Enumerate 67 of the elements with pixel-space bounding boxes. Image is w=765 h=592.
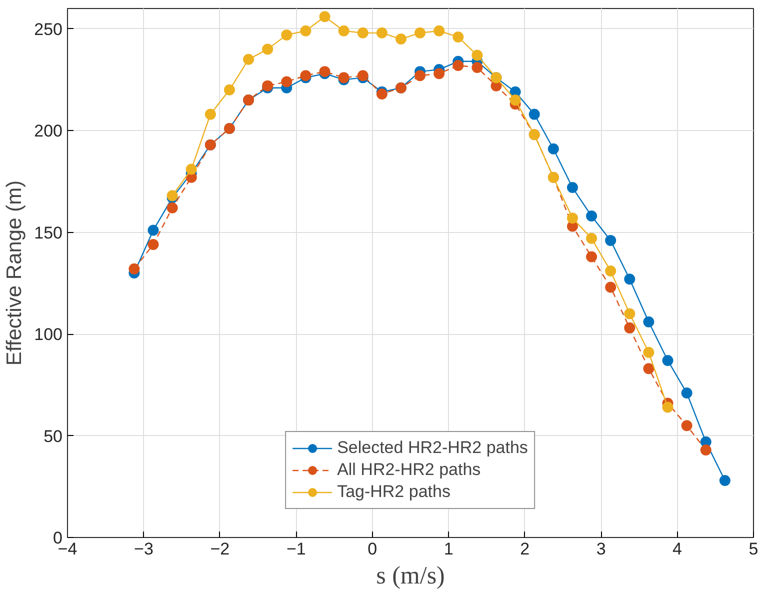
point	[281, 76, 292, 88]
y-tick-label: 100	[34, 325, 63, 344]
point	[566, 212, 578, 224]
point	[243, 54, 254, 65]
point	[224, 84, 235, 96]
x-tick-label: 4	[672, 540, 682, 558]
point	[166, 202, 178, 214]
x-tick-label: −2	[210, 540, 230, 558]
point	[281, 29, 292, 40]
x-axis-title: s (m/s)	[376, 562, 445, 590]
point	[548, 143, 559, 154]
point	[605, 282, 616, 293]
point	[586, 210, 598, 222]
legend-label: All HR2-HR2 paths	[337, 460, 481, 480]
x-tick-label: 3	[596, 540, 606, 558]
point	[700, 444, 712, 456]
point	[204, 108, 216, 120]
point	[434, 68, 445, 80]
point	[605, 265, 616, 276]
point	[357, 27, 368, 38]
point	[395, 34, 406, 45]
point	[643, 346, 654, 358]
point	[414, 27, 426, 38]
point	[414, 70, 426, 82]
x-tick-label: 2	[520, 540, 530, 558]
point	[566, 182, 578, 194]
point	[586, 251, 598, 262]
x-tick-label: 0	[368, 540, 378, 558]
point	[528, 108, 540, 120]
point	[624, 308, 636, 320]
point	[662, 355, 674, 366]
point	[662, 402, 674, 413]
y-tick-label: 200	[34, 122, 63, 141]
point	[681, 420, 692, 432]
point	[148, 239, 159, 250]
point	[681, 388, 692, 399]
legend-label: Tag-HR2 paths	[337, 482, 450, 502]
point	[319, 11, 330, 22]
point	[624, 274, 636, 285]
point	[624, 322, 636, 334]
point	[643, 316, 654, 328]
point	[186, 164, 197, 175]
x-tick-label: 1	[444, 540, 454, 558]
point	[719, 475, 730, 486]
point	[128, 263, 140, 274]
x-tick-label: −1	[286, 540, 306, 558]
y-axis-title: Effective Range (m)	[3, 180, 26, 366]
point	[300, 25, 312, 36]
x-tick-label: 5	[748, 540, 758, 558]
y-tick-label: 250	[34, 20, 63, 39]
legend-label: Selected HR2-HR2 paths	[337, 438, 528, 458]
point	[510, 94, 521, 106]
point	[472, 50, 483, 61]
point	[376, 27, 388, 38]
point	[434, 25, 445, 36]
point	[452, 60, 464, 71]
point	[338, 25, 350, 36]
point	[148, 224, 159, 236]
x-tick-label: −3	[134, 540, 154, 558]
point	[605, 234, 616, 246]
y-tick-label: 150	[34, 223, 63, 242]
point	[472, 62, 483, 73]
point	[452, 31, 464, 42]
point	[643, 363, 654, 374]
point	[586, 232, 598, 244]
point	[262, 44, 274, 55]
y-tick-label: 50	[44, 426, 63, 446]
